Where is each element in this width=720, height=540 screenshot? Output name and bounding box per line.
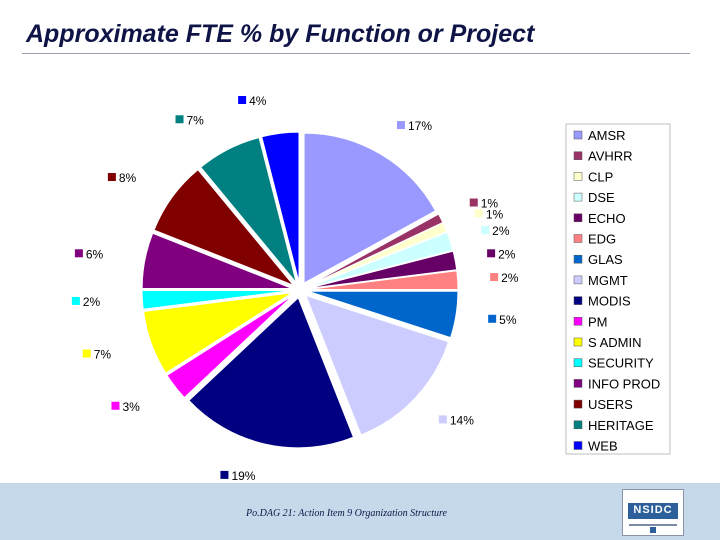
data-label-mgmt: 14% bbox=[450, 413, 474, 427]
logo-mark bbox=[650, 527, 656, 533]
pie-slice-clp bbox=[307, 222, 448, 288]
pie-slice-info-prod bbox=[141, 232, 293, 290]
footer-caption: Po.DAG 21: Action Item 9 Organization St… bbox=[246, 508, 447, 519]
pie-slice-glas bbox=[307, 290, 459, 339]
data-label-marker-web bbox=[238, 96, 247, 105]
pie-slice-avhrr bbox=[306, 213, 444, 287]
legend-label-pm: PM bbox=[588, 314, 608, 329]
legend-swatch-edg bbox=[573, 234, 583, 243]
title-divider bbox=[22, 53, 690, 54]
legend-label-users: USERS bbox=[588, 397, 633, 412]
legend-swatch-glas bbox=[573, 254, 583, 264]
legend-label-avhrr: AVHRR bbox=[588, 149, 633, 164]
data-label-marker-s-admin bbox=[82, 349, 91, 358]
legend-swatch-avhrr bbox=[573, 151, 583, 160]
pie-slice-heritage bbox=[200, 136, 297, 284]
data-label-marker-security bbox=[71, 296, 80, 305]
footer-bar bbox=[0, 483, 720, 540]
logo-subtitle-line bbox=[629, 524, 677, 526]
legend-label-clp: CLP bbox=[588, 169, 613, 184]
legend-swatch-security bbox=[573, 358, 583, 367]
pie-slice-users bbox=[153, 169, 294, 286]
pie-slice-modis bbox=[188, 296, 355, 449]
legend-label-modis: MODIS bbox=[588, 294, 631, 309]
legend-label-echo: ECHO bbox=[588, 211, 626, 226]
legend-frame bbox=[565, 123, 671, 455]
data-label-avhrr: 1% bbox=[481, 197, 499, 211]
pie-slice-mgmt bbox=[304, 294, 450, 436]
data-label-marker-mgmt bbox=[438, 415, 447, 424]
legend-label-info-prod: INFO PROD bbox=[588, 376, 660, 391]
legend-swatch-users bbox=[573, 399, 583, 409]
data-label-web: 4% bbox=[249, 94, 267, 108]
data-label-marker-pm bbox=[111, 401, 120, 410]
legend-swatch-web bbox=[573, 441, 583, 450]
logo-text: NSIDC bbox=[633, 504, 673, 516]
legend-swatch-amsr bbox=[573, 130, 583, 140]
data-label-marker-dse bbox=[481, 226, 490, 235]
logo-band: NSIDC bbox=[628, 503, 678, 519]
logo-dots bbox=[629, 493, 677, 506]
legend-swatch-s-admin bbox=[573, 337, 583, 347]
legend-label-glas: GLAS bbox=[588, 252, 623, 267]
data-label-pm: 3% bbox=[122, 400, 140, 414]
data-label-marker-clp bbox=[474, 209, 483, 218]
data-label-marker-amsr bbox=[396, 121, 405, 130]
legend-label-dse: DSE bbox=[588, 190, 615, 205]
legend-swatch-heritage bbox=[573, 420, 583, 430]
data-label-info-prod: 6% bbox=[86, 247, 104, 261]
legend-label-security: SECURITY bbox=[588, 356, 654, 371]
data-label-dse: 2% bbox=[492, 224, 510, 238]
pie-chart: 17% 1%1% 2% 2% 2% 5% 14% 19% 3% 7% 2% 6% 8% 7% 4% AMSR A… bbox=[71, 94, 671, 483]
legend-label-s-admin: S ADMIN bbox=[588, 335, 641, 350]
legend-label-amsr: AMSR bbox=[588, 128, 626, 143]
legend-swatch-modis bbox=[573, 296, 583, 305]
pie-slice-amsr bbox=[303, 132, 437, 284]
data-label-modis: 19% bbox=[231, 469, 255, 483]
data-label-security: 2% bbox=[83, 295, 101, 309]
pie-slice-pm bbox=[166, 294, 295, 399]
data-label-marker-avhrr bbox=[469, 198, 478, 207]
legend-label-heritage: HERITAGE bbox=[588, 418, 654, 433]
data-label-glas: 5% bbox=[499, 313, 517, 327]
slide-title: Approximate FTE % by Function or Project bbox=[26, 20, 535, 48]
data-label-marker-modis bbox=[220, 470, 229, 479]
data-label-edg: 2% bbox=[501, 271, 519, 285]
data-label-marker-glas bbox=[488, 314, 497, 323]
legend-label-edg: EDG bbox=[588, 232, 616, 247]
legend-swatch-info-prod bbox=[573, 379, 583, 388]
legend-label-mgmt: MGMT bbox=[588, 273, 628, 288]
pie-slice-edg bbox=[307, 270, 459, 290]
data-label-clp: 1% bbox=[486, 207, 504, 221]
legend-swatch-clp bbox=[573, 172, 583, 181]
data-label-marker-heritage bbox=[175, 115, 184, 124]
data-label-s-admin: 7% bbox=[94, 348, 112, 362]
data-label-amsr: 17% bbox=[408, 119, 432, 133]
legend-swatch-dse bbox=[573, 192, 583, 202]
data-label-users: 8% bbox=[119, 171, 137, 185]
data-label-marker-info-prod bbox=[74, 249, 83, 258]
data-label-marker-users bbox=[107, 173, 116, 182]
data-label-echo: 2% bbox=[498, 247, 516, 261]
pie-slice-web bbox=[261, 131, 300, 283]
legend-label-web: WEB bbox=[588, 439, 618, 454]
pie-slice-security bbox=[141, 290, 293, 310]
pie-slice-echo bbox=[307, 250, 458, 289]
pie-slice-s-admin bbox=[143, 292, 293, 374]
pie-slice-dse bbox=[307, 231, 454, 289]
legend-swatch-echo bbox=[573, 213, 583, 223]
data-label-heritage: 7% bbox=[187, 113, 205, 127]
data-label-marker-echo bbox=[487, 249, 496, 258]
data-label-marker-edg bbox=[490, 273, 499, 282]
legend-swatch-mgmt bbox=[573, 275, 583, 285]
legend-swatch-pm bbox=[573, 317, 583, 326]
nsidc-logo: NSIDC bbox=[622, 489, 684, 536]
